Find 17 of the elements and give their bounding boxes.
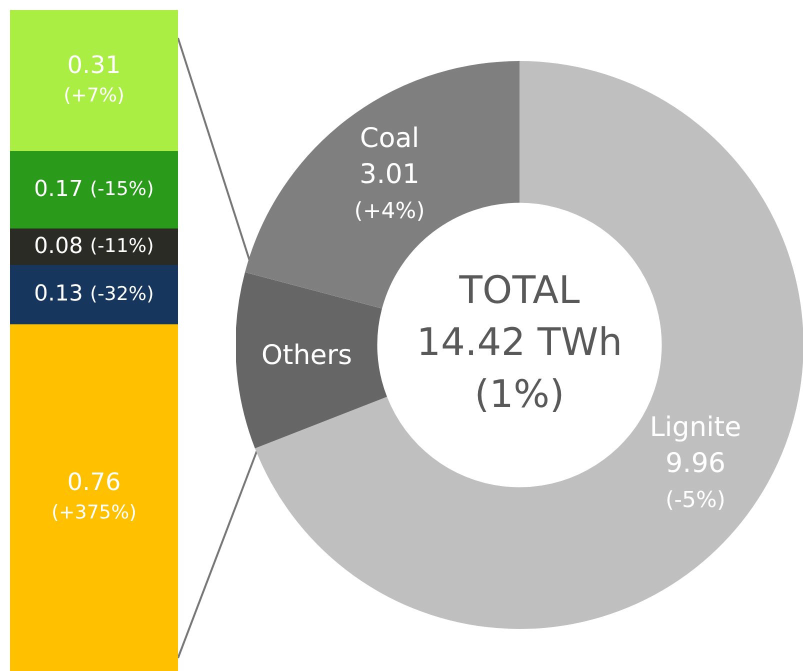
bar <box>10 324 178 671</box>
bar <box>10 150 178 230</box>
slice-label: Lignite <box>650 412 742 444</box>
data-label: 0.13 (-32%) <box>34 282 154 307</box>
data-label: 3.01 (+4%) <box>354 159 425 224</box>
slice-label: Others <box>261 340 352 372</box>
data-label: 9.96 (-5%) <box>665 448 726 513</box>
bar <box>10 10 178 152</box>
data-label: 0.76 (+375%) <box>51 468 137 524</box>
bar <box>10 264 178 325</box>
data-label: 0.17 (-15%) <box>34 176 154 202</box>
slice-label: Coal <box>360 123 420 154</box>
text: (1%) <box>474 372 564 416</box>
data-label: 0.08 (-11%) <box>34 234 154 259</box>
data-label: 0.31 (+7%) <box>64 50 124 107</box>
text: TOTAL <box>458 268 580 312</box>
text: 14.42 TWh <box>416 320 622 364</box>
